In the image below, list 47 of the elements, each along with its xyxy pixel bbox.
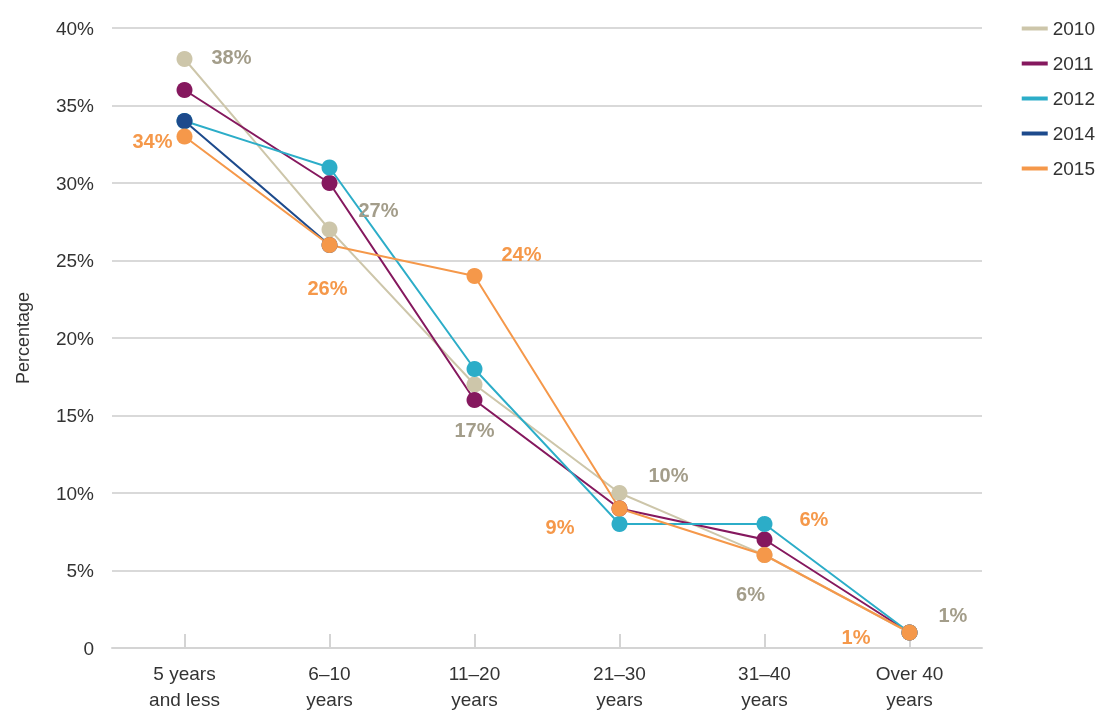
legend-label: 2014 [1052,123,1096,144]
x-tick-label: 5 years and less [149,662,220,710]
data-label: 26% [307,277,348,299]
legend-label: 2011 [1052,53,1094,74]
point [466,376,483,393]
point [466,392,483,408]
data-label: 10% [648,464,689,486]
data-label: 17% [454,418,495,441]
y-tick-label: 25% [55,250,95,271]
y-tick-label: 10% [55,482,95,504]
point [756,516,773,532]
x-tick-label: 21–30 years [593,662,646,710]
x-tick-label: Over 40 years [875,662,944,710]
x-tick-label: 11–20 years [448,662,501,710]
y-tick-label: 0 [83,637,94,659]
y-tick-label: 35% [55,95,95,116]
y-tick-label: 40% [55,17,95,39]
data-label: 1% [938,603,968,626]
point [321,221,338,238]
point [321,159,338,176]
data-label: 9% [545,515,575,538]
x-tick-label: 6–10 years [306,662,353,710]
point [466,268,483,284]
annotation: 34% [132,130,173,152]
y-tick-label: 5% [66,560,95,581]
y-tick-label: 20% [55,327,95,349]
data-label: 27% [358,198,399,221]
data-label: 1% [841,625,871,648]
x-tick-label: 31–40 years [738,662,791,710]
legend-label: 2015 [1052,158,1096,179]
point [756,531,773,548]
point [466,361,483,377]
y-tick-label: 30% [55,172,95,194]
point [611,516,628,532]
y-axis-title: Percentage [13,291,33,385]
point [176,128,193,145]
point [176,82,193,98]
y-tick-label: 15% [55,405,95,426]
legend-label: 2010 [1052,18,1096,39]
data-label: 24% [501,243,542,265]
data-label: 38% [211,46,252,68]
point [321,175,338,191]
legend-label: 2012 [1052,88,1096,109]
data-label: 6% [799,508,829,530]
data-label: 6% [736,583,766,605]
point [611,485,628,501]
point [176,51,193,67]
